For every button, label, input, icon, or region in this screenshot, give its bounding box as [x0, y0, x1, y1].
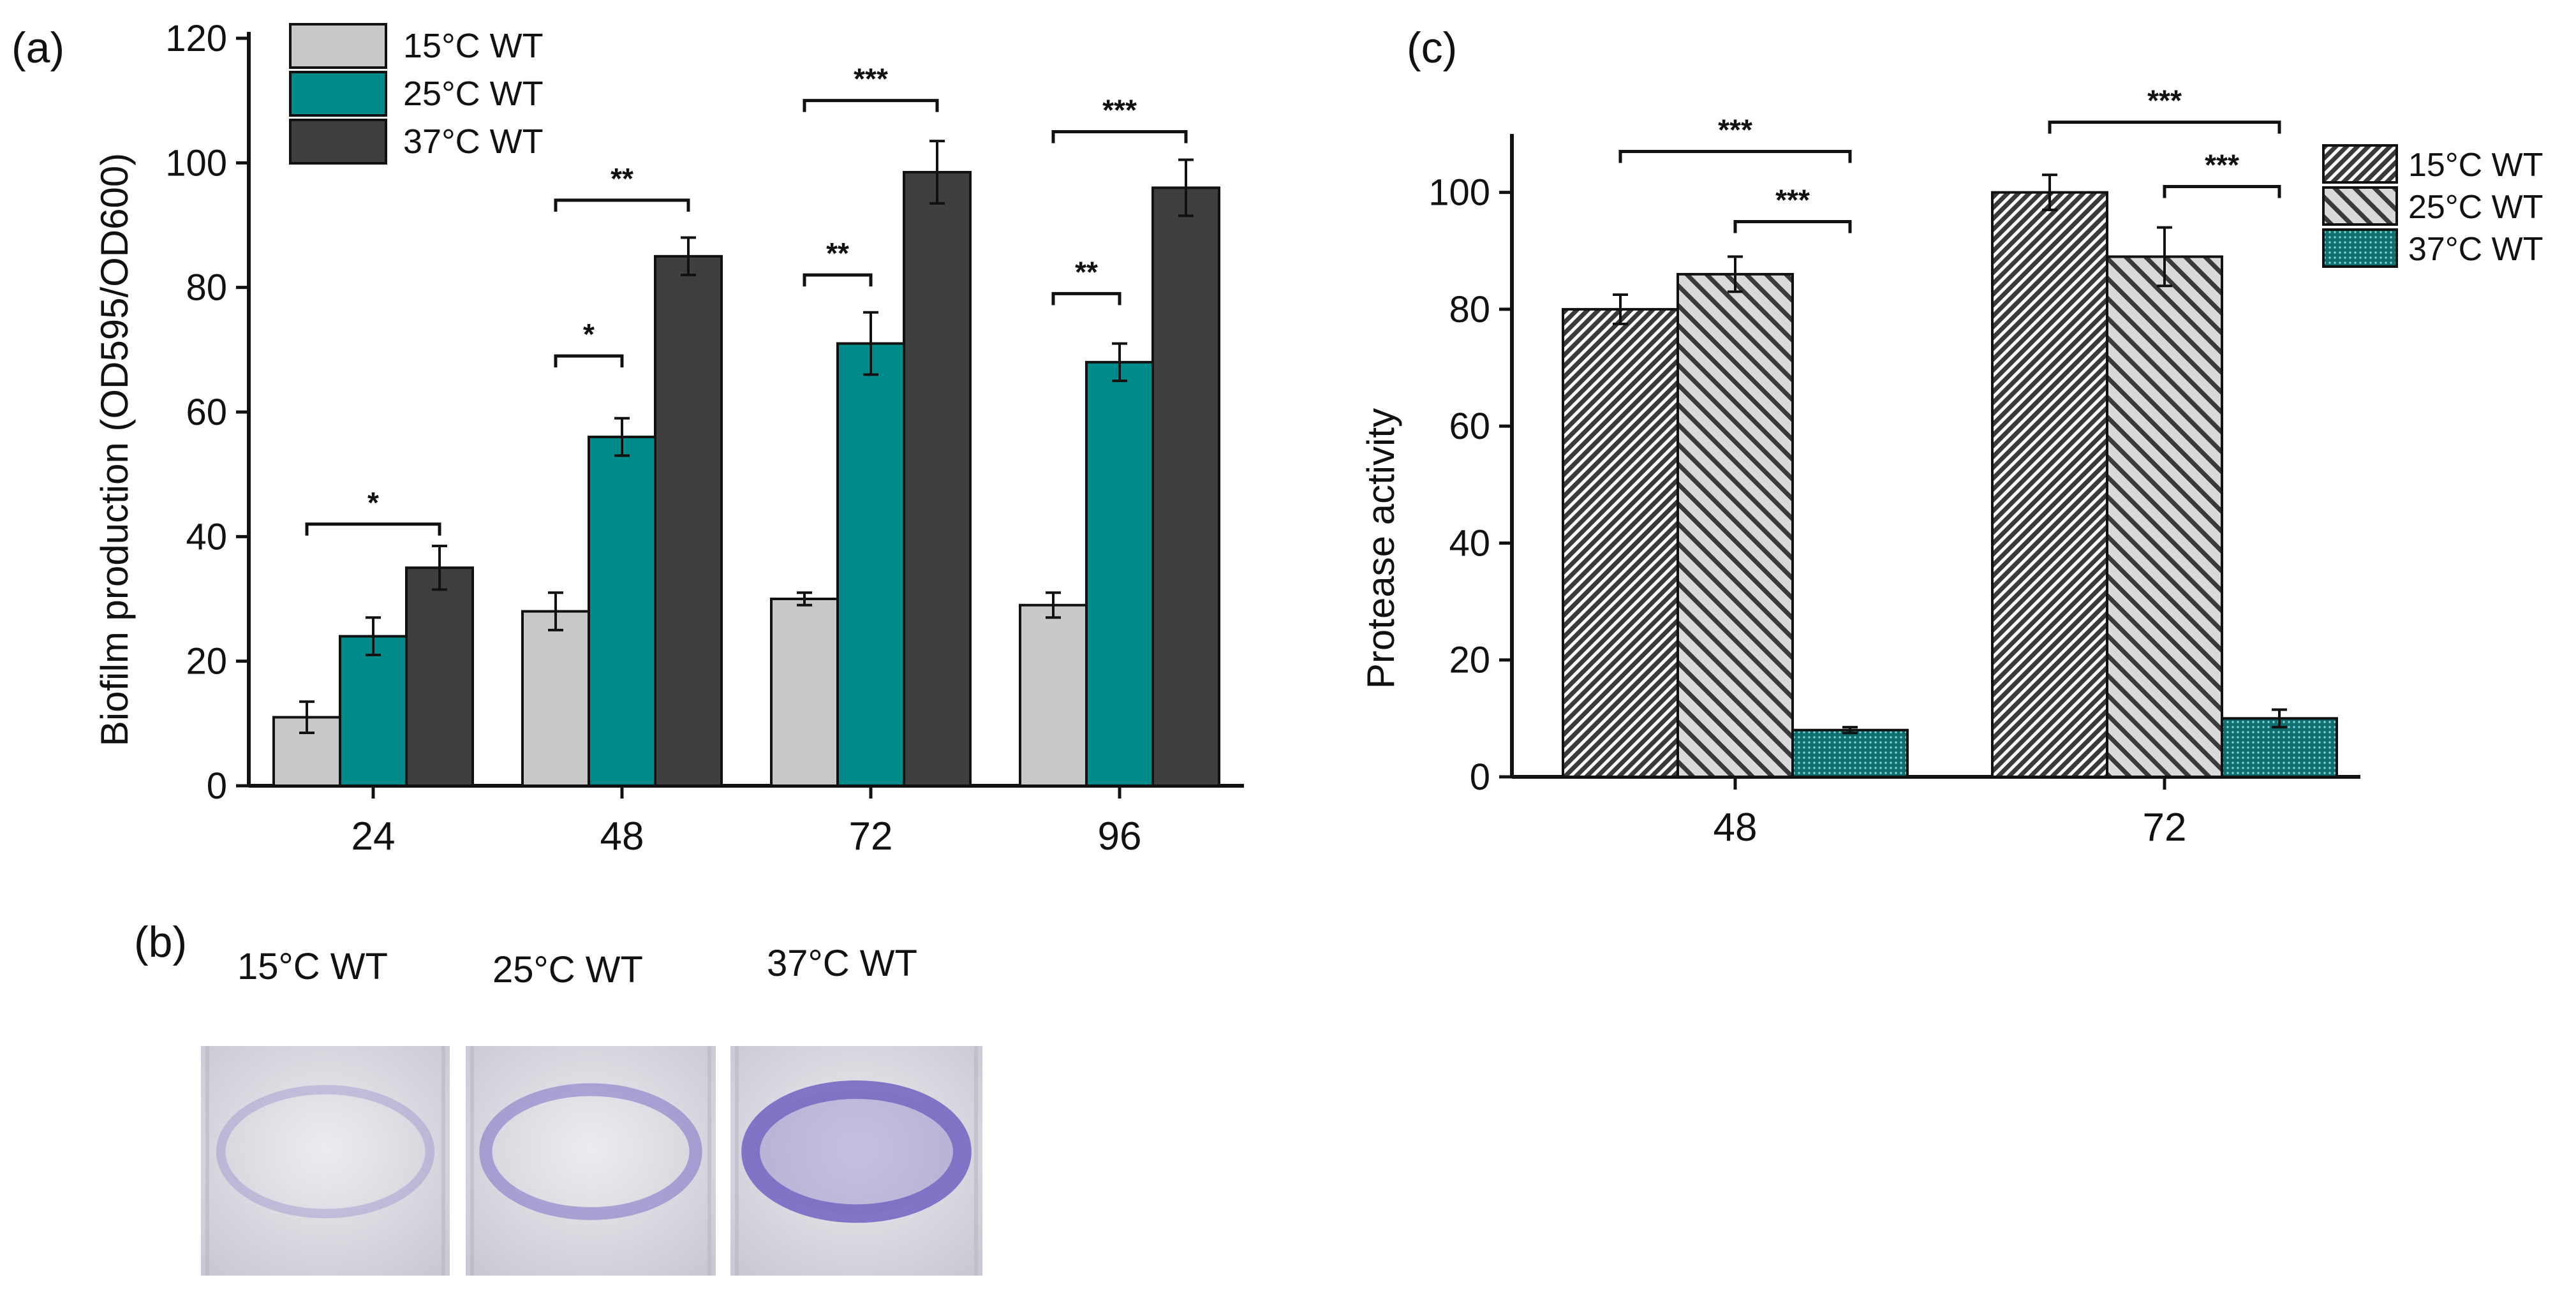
- chart-c-legend-swatch: [2322, 144, 2398, 184]
- chart-c-significance-label: ***: [1718, 113, 1752, 146]
- chart-a-y-axis-label: Biofilm production (OD595/OD600): [93, 153, 136, 746]
- biofilm-stain-ring: [741, 1080, 972, 1223]
- chart-c-y-axis-label: Protease activity: [1359, 408, 1402, 689]
- chart-c-x-tick-label: 48: [1714, 806, 1758, 850]
- well-label-15: 15°C WT: [237, 946, 388, 987]
- chart-a-y-tick-label: 120: [165, 18, 227, 59]
- chart-c-significance-bracket: [2048, 121, 2281, 134]
- chart-c-x-tick-label: 72: [2143, 806, 2187, 850]
- chart-c-bar: [1677, 272, 1794, 779]
- well-label-25: 25°C WT: [492, 949, 643, 991]
- chart-a-y-tick-label: 100: [165, 142, 227, 184]
- panel-label-a: (a): [11, 24, 64, 72]
- chart-a-bar: [903, 170, 972, 787]
- chart-a-axes: 0 20 40 60 80 100 120 24 48 72 96: [165, 18, 1244, 858]
- chart-a-x-tick-label: 24: [352, 814, 396, 858]
- chart-c-significance: *** *** *** ***: [1618, 84, 2281, 233]
- chart-a-significance-label: ***: [854, 63, 888, 96]
- chart-a-bar: [1019, 603, 1088, 787]
- chart-a-significance-bracket: [554, 354, 624, 368]
- chart-c-legend-swatch: [2322, 186, 2398, 226]
- chart-a-significance-label: ***: [1102, 94, 1137, 127]
- biofilm-well-images: 15°C WT 25°C WT 37°C WT: [201, 943, 982, 1276]
- chart-c-legend-label: 15°C WT: [2408, 147, 2543, 184]
- chart-a-significance-bracket: [803, 273, 873, 287]
- chart-a-y-tick-label: 0: [207, 765, 227, 807]
- panel-label-c: (c): [1407, 24, 1457, 72]
- chart-c-significance-bracket: [2163, 184, 2281, 198]
- chart-a-x-tick-label: 48: [600, 814, 644, 858]
- chart-a-y-tick-label: 20: [186, 641, 227, 682]
- chart-c-axes: 0 20 40 60 80 100 48 72: [1428, 134, 2360, 850]
- chart-a-legend: 15°C WT 25°C WT 37°C WT: [289, 23, 544, 165]
- panel-label-b: (b): [134, 918, 187, 966]
- chart-a-significance-bracket: [1051, 291, 1121, 306]
- chart-c-significance-bracket: [1733, 219, 1852, 233]
- chart-a-bars: [272, 140, 1220, 788]
- chart-a-legend-label: 37°C WT: [403, 122, 544, 161]
- chart-c-y-tick-label: 60: [1449, 406, 1490, 447]
- chart-c-y-tick-label: 100: [1428, 172, 1490, 214]
- chart-c-bar: [1791, 728, 1909, 779]
- chart-c-legend-swatch: [2322, 228, 2398, 268]
- well-label-37: 37°C WT: [767, 943, 917, 984]
- chart-a-bar: [1151, 186, 1220, 787]
- chart-c-legend: 15°C WT 25°C WT 37°C WT: [2322, 144, 2543, 268]
- chart-c-legend-label: 25°C WT: [2408, 189, 2543, 226]
- biofilm-stain-ring: [216, 1085, 435, 1219]
- chart-a-significance-label: **: [1075, 255, 1098, 288]
- chart-a-significance-bracket: [803, 99, 939, 112]
- chart-c-significance-label: ***: [2147, 84, 2182, 117]
- chart-a-bar: [521, 610, 590, 787]
- chart-c-bar: [1562, 307, 1679, 778]
- chart-c-y-tick-label: 0: [1470, 756, 1490, 798]
- chart-c-legend-label: 37°C WT: [2408, 231, 2543, 268]
- biofilm-well-image: [466, 1046, 716, 1276]
- chart-a-bar: [588, 436, 656, 787]
- chart-a-bar: [339, 635, 408, 787]
- chart-c-significance-bracket: [1618, 149, 1852, 163]
- chart-c-y-tick-label: 20: [1449, 640, 1490, 681]
- chart-a-significance: **************: [305, 63, 1188, 536]
- chart-a-y-tick-label: 40: [186, 516, 227, 557]
- chart-a-y-tick-label: 60: [186, 392, 227, 433]
- chart-a-significance-label: *: [583, 318, 595, 351]
- chart-a-significance-label: **: [826, 237, 849, 270]
- chart-a-legend-swatch: [289, 71, 387, 117]
- chart-a-bar: [405, 566, 474, 788]
- chart-a-bar: [1085, 360, 1154, 787]
- biofilm-well-image: [201, 1046, 450, 1276]
- chart-a-bar: [654, 254, 723, 788]
- chart-a-bar: [770, 598, 839, 787]
- chart-a-legend-label: 25°C WT: [403, 75, 544, 113]
- chart-a-x-tick-label: 96: [1098, 814, 1142, 858]
- biofilm-stain-ring: [479, 1083, 702, 1220]
- chart-c-significance-label: ***: [1775, 183, 1810, 216]
- chart-a-y-tick-label: 80: [186, 267, 227, 309]
- chart-a-significance-bracket: [1051, 130, 1188, 144]
- chart-c-y-tick-label: 80: [1449, 289, 1490, 330]
- chart-a-legend-label: 15°C WT: [403, 27, 544, 65]
- chart-c-protease: 0 20 40 60 80 100 48 72 *** *** *** *** Protease a…: [1359, 84, 2543, 850]
- chart-c-bar: [2106, 255, 2223, 779]
- chart-a-legend-swatch: [289, 23, 387, 69]
- chart-a-significance-bracket: [305, 522, 441, 536]
- chart-c-y-tick-label: 40: [1449, 522, 1490, 564]
- chart-c-bars: [1562, 173, 2338, 779]
- chart-a-significance-label: *: [367, 486, 379, 519]
- chart-c-significance-label: ***: [2205, 148, 2239, 181]
- chart-a-legend-swatch: [289, 119, 387, 165]
- chart-a-bar: [836, 342, 905, 787]
- chart-a-x-tick-label: 72: [849, 814, 893, 858]
- chart-c-bar: [1991, 191, 2108, 778]
- chart-a-significance-label: **: [611, 162, 633, 195]
- chart-a-significance-bracket: [554, 198, 690, 212]
